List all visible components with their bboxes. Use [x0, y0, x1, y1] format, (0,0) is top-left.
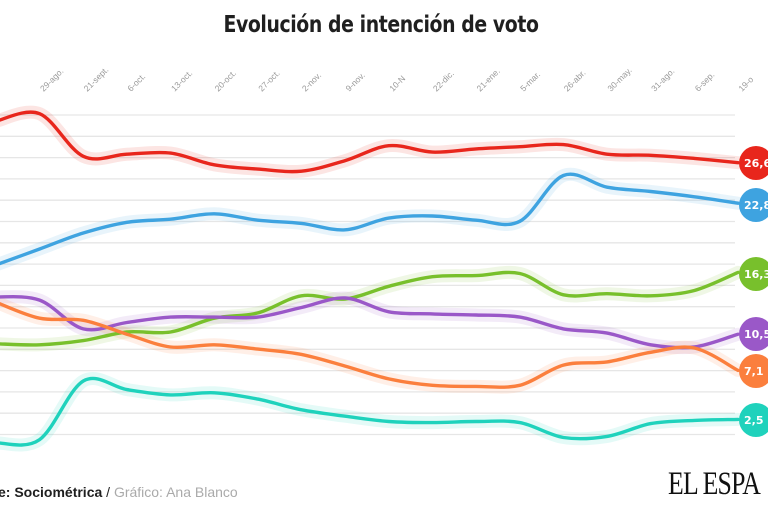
end-label-badge — [739, 257, 768, 291]
chart-title: Evolución de intención de voto — [223, 12, 539, 38]
end-labels: 26,6 22,8 16,3 10,5 7,1 2,5 — [739, 146, 768, 437]
end-label-morado: 10,5 — [739, 317, 768, 351]
end-label-rojo: 26,6 — [739, 146, 768, 180]
end-label-value: 2,5 — [744, 414, 764, 427]
x-tick-label: 5-mar. — [518, 69, 542, 93]
separator: / — [102, 484, 114, 500]
end-label-badge — [739, 317, 768, 351]
x-tick-label: 22-dic. — [431, 68, 456, 93]
credit-label: Gráfico: Ana Blanco — [113, 484, 238, 500]
series-glow — [0, 167, 745, 271]
x-tick-label: 2-nov. — [300, 70, 323, 93]
end-label-azul: 22,8 — [739, 188, 768, 222]
x-tick-label: 31-ago. — [649, 66, 676, 93]
source-label: e: Sociométrica — [0, 484, 103, 500]
end-label-badge — [739, 354, 768, 388]
series-line-morado — [0, 295, 740, 350]
x-tick-label: 26-abr. — [562, 68, 588, 94]
x-tick-label: 20-oct. — [213, 68, 238, 93]
series-glow — [0, 105, 745, 179]
x-tick-label: 21-ene. — [474, 66, 501, 93]
series-glows — [0, 105, 745, 452]
series-line-rojo — [0, 110, 740, 174]
end-label-value: 26,6 — [744, 157, 768, 170]
end-label-badge — [739, 146, 768, 180]
chart-footer: e: Sociométrica / Gráfico: Ana Blanco — [0, 484, 238, 500]
x-tick-label: 30-may. — [605, 65, 633, 93]
series-line-naranja — [0, 301, 740, 389]
end-label-naranja: 7,1 — [739, 354, 768, 388]
publisher-logo: EL ESPA — [668, 466, 761, 502]
x-axis-ticks: 29-ago. 21-sept. 6-oct. 13-oct. 20-oct. 27-oc… — [38, 65, 756, 94]
x-tick-label: 19-o — [736, 74, 755, 93]
x-tick-label: 21-sept. — [82, 65, 111, 94]
x-tick-label: 9-nov. — [344, 70, 367, 93]
x-tick-label: 10-N — [387, 73, 407, 93]
x-tick-label: 6-sep. — [693, 70, 717, 94]
end-label-badge — [739, 403, 768, 437]
series-line-azul — [0, 172, 740, 266]
x-tick-label: 29-ago. — [38, 66, 65, 93]
x-tick-label: 13-oct. — [169, 68, 194, 93]
end-label-turquesa: 2,5 — [739, 403, 768, 437]
series-line-turquesa — [0, 376, 740, 447]
end-label-value: 7,1 — [744, 365, 764, 378]
end-label-value: 10,5 — [744, 328, 768, 341]
end-label-value: 22,8 — [744, 199, 768, 212]
gridlines — [0, 114, 735, 436]
series-lines — [0, 110, 740, 447]
end-label-value: 16,3 — [744, 268, 768, 281]
x-tick-label: 27-oct. — [256, 68, 281, 93]
x-tick-label: 6-oct. — [125, 71, 147, 93]
end-label-verde: 16,3 — [739, 257, 768, 291]
end-label-badge — [739, 188, 768, 222]
